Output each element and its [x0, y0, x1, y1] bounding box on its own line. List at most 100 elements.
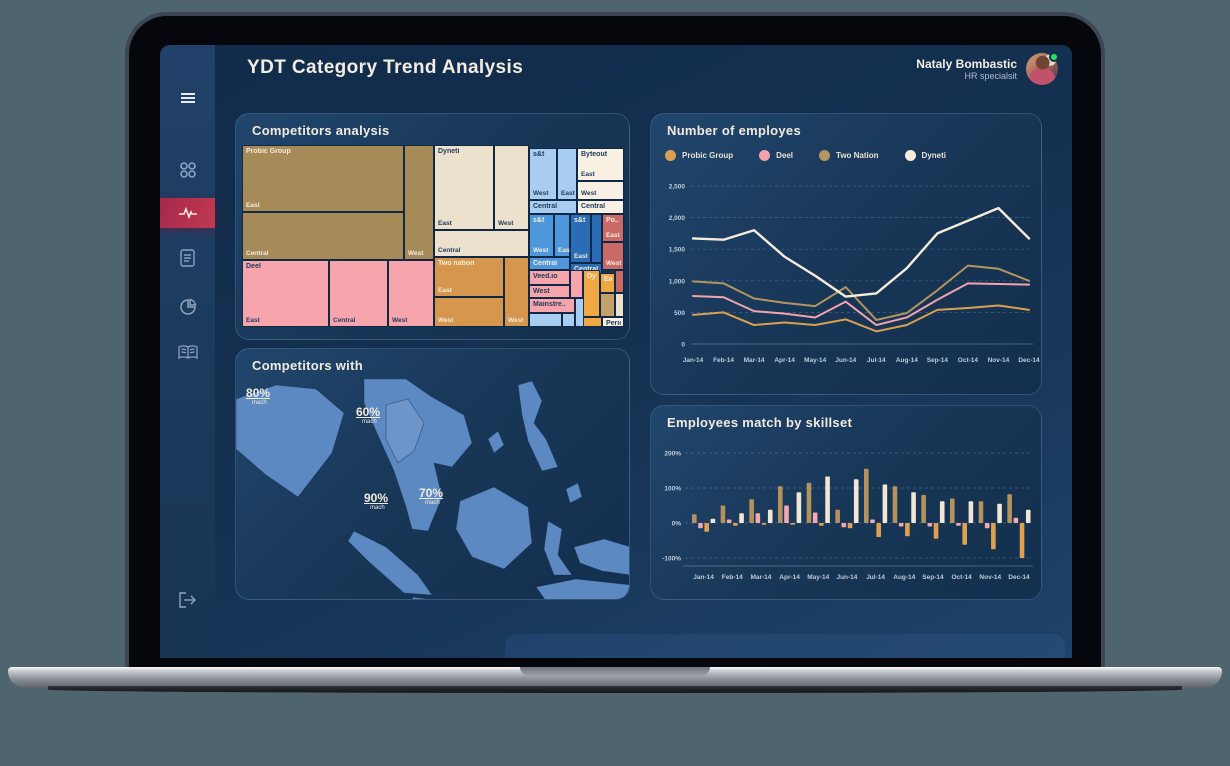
- svg-text:Sep-14: Sep-14: [922, 574, 944, 581]
- online-status-dot: [1049, 52, 1059, 62]
- svg-text:Oct-14: Oct-14: [958, 357, 979, 364]
- svg-text:2,000: 2,000: [669, 215, 686, 222]
- svg-text:200%: 200%: [664, 451, 681, 458]
- legend-dot: [759, 150, 771, 161]
- laptop-base: [8, 667, 1222, 693]
- treemap-cell[interactable]: [571, 271, 582, 297]
- treemap-cell[interactable]: West: [405, 146, 433, 259]
- sidebar-item-dashboard[interactable]: [160, 155, 215, 185]
- treemap-cell[interactable]: West: [578, 182, 623, 199]
- sidebar-item-documents[interactable]: [160, 243, 215, 273]
- svg-text:0: 0: [681, 342, 685, 349]
- treemap-chart: Probic Group East Central West Deel East Centr…: [243, 146, 623, 331]
- svg-text:Jul-14: Jul-14: [867, 357, 886, 364]
- treemap-cell[interactable]: Mainstre..: [530, 299, 574, 312]
- legend-item[interactable]: Dyneti: [904, 150, 946, 161]
- treemap-cell[interactable]: [576, 299, 584, 326]
- treemap-cell[interactable]: Central: [243, 213, 403, 259]
- dashboard-screen: YDT Category Trend Analysis Nataly Bomba…: [160, 45, 1072, 658]
- treemap-cell[interactable]: West: [495, 146, 528, 229]
- treemap-cell[interactable]: [616, 294, 623, 316]
- panel-competitors-map: Competitors with 80% mach 60% mach 90% mach 70…: [235, 348, 630, 600]
- svg-text:Aug-14: Aug-14: [896, 357, 918, 364]
- treemap-cell[interactable]: West: [505, 258, 528, 326]
- treemap-cell[interactable]: East: [555, 215, 572, 256]
- footer-highlight: [505, 634, 1065, 658]
- panel-title: Number of employes: [667, 123, 801, 138]
- treemap-cell[interactable]: s&t West: [530, 149, 556, 199]
- treemap-cell[interactable]: s&t West: [530, 215, 553, 256]
- line-chart: 2,500 2,000 1,500 1,000 500 0 Jan-14 Feb-14 Mar-…: [669, 184, 1040, 365]
- treemap-cell[interactable]: Central: [530, 201, 576, 213]
- treemap-cell[interactable]: Central: [330, 261, 387, 326]
- treemap-cell[interactable]: [616, 271, 623, 292]
- legend-item[interactable]: Two Nation: [819, 150, 879, 161]
- treemap-cell[interactable]: Periodt: [603, 318, 623, 327]
- sidebar-item-analytics-active[interactable]: [160, 198, 215, 228]
- svg-text:Mar-14: Mar-14: [750, 574, 771, 581]
- treemap-cell[interactable]: Dyneti East: [435, 146, 493, 229]
- page-title: YDT Category Trend Analysis: [247, 57, 524, 78]
- treemap-cell[interactable]: Po.. East: [603, 215, 623, 241]
- svg-text:Feb-14: Feb-14: [713, 357, 734, 364]
- treemap-cell[interactable]: West: [435, 298, 503, 326]
- treemap-cell[interactable]: Deel East: [243, 261, 328, 326]
- svg-text:Jan-14: Jan-14: [683, 357, 704, 364]
- hamburger-menu-button[interactable]: [160, 83, 215, 113]
- line-chart-legend: Probic Group Deel Two Nation Dyneti: [665, 150, 946, 161]
- treemap-cell[interactable]: Probic Group East: [243, 146, 403, 211]
- treemap-cell[interactable]: Central: [435, 231, 528, 256]
- treemap-cell[interactable]: East: [558, 149, 576, 199]
- sidebar-item-reports[interactable]: [160, 292, 215, 322]
- treemap-cell[interactable]: Central: [530, 258, 569, 269]
- legend-dot: [819, 150, 831, 161]
- logout-button[interactable]: [160, 585, 215, 615]
- svg-text:Nov-14: Nov-14: [979, 574, 1001, 581]
- svg-text:Jun-14: Jun-14: [835, 357, 856, 364]
- treemap-cell[interactable]: Byteout East: [578, 149, 623, 180]
- svg-text:Oct-14: Oct-14: [951, 574, 972, 581]
- treemap-cell[interactable]: West: [530, 286, 569, 297]
- treemap-cell[interactable]: East: [601, 274, 614, 292]
- map-match-label: 80% mach: [246, 386, 271, 406]
- panel-title: Competitors analysis: [252, 123, 390, 138]
- legend-label: Deel: [776, 151, 794, 160]
- svg-text:Jun-14: Jun-14: [836, 574, 857, 581]
- sidebar: [160, 45, 215, 658]
- treemap-cell[interactable]: [563, 314, 574, 326]
- treemap-cell[interactable]: [592, 215, 601, 262]
- svg-text:1,500: 1,500: [669, 247, 686, 254]
- treemap-cell[interactable]: West: [389, 261, 433, 326]
- grid-icon: [179, 161, 197, 179]
- panel-title: Competitors with: [252, 358, 363, 373]
- svg-text:-100%: -100%: [662, 556, 681, 563]
- book-icon: [177, 344, 198, 360]
- svg-text:Jan-14: Jan-14: [693, 574, 714, 581]
- user-role: HR specialsit: [964, 71, 1017, 81]
- main-content: YDT Category Trend Analysis Nataly Bomba…: [215, 45, 1072, 658]
- user-profile[interactable]: Nataly Bombastic HR specialsit: [916, 52, 1059, 85]
- treemap-cell[interactable]: [601, 294, 614, 316]
- treemap-cell[interactable]: [530, 314, 561, 326]
- treemap-cell[interactable]: West: [603, 243, 623, 269]
- svg-text:Jul-14: Jul-14: [866, 574, 885, 581]
- legend-label: Dyneti: [921, 151, 946, 160]
- svg-text:Apr-14: Apr-14: [779, 574, 800, 581]
- treemap-cell[interactable]: [584, 318, 601, 326]
- svg-text:Nov-14: Nov-14: [988, 357, 1010, 364]
- sidebar-item-library[interactable]: [160, 337, 215, 367]
- legend-item[interactable]: Probic Group: [665, 150, 733, 161]
- legend-item[interactable]: Deel: [759, 150, 793, 161]
- panel-number-of-employes: Number of employes Probic Group Deel Two N…: [650, 113, 1042, 395]
- panel-title: Employees match by skillset: [667, 415, 853, 430]
- treemap-cell[interactable]: Dy…: [584, 271, 599, 316]
- svg-text:2,500: 2,500: [669, 184, 686, 191]
- svg-text:May-14: May-14: [807, 574, 829, 581]
- avatar[interactable]: [1026, 52, 1059, 85]
- treemap-cell[interactable]: Two nation East: [435, 258, 503, 296]
- treemap-cell[interactable]: s&t East: [571, 215, 590, 262]
- treemap-cell[interactable]: Central: [578, 201, 623, 213]
- legend-label: Two Nation: [836, 151, 879, 160]
- treemap-cell[interactable]: Veed.io: [530, 271, 569, 284]
- treemap-cell[interactable]: Central: [571, 264, 601, 273]
